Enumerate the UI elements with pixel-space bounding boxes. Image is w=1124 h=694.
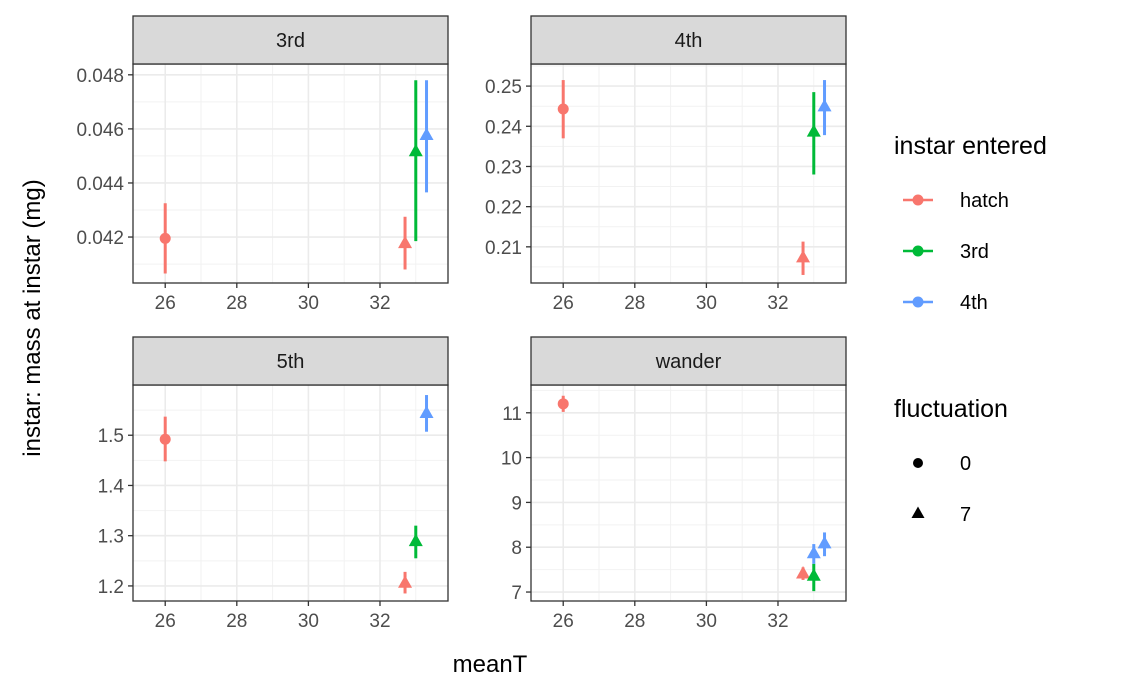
point-hatch-fluct-7: [398, 575, 413, 588]
y-tick-label: 10: [501, 449, 522, 470]
facet-strip: [530, 15, 847, 65]
y-tick-label: 8: [511, 538, 522, 559]
y-tick-label: 0.048: [76, 66, 124, 87]
x-tick-label: 30: [298, 293, 319, 314]
x-tick-label: 26: [155, 293, 176, 314]
facet-strip: [132, 15, 449, 65]
y-tick-label: 1.4: [98, 476, 125, 497]
facet-strip-label: 5th: [277, 351, 305, 373]
y-tick-label: 1.2: [98, 577, 124, 598]
x-tick-label: 28: [226, 293, 247, 314]
point-hatch-fluct-0: [159, 433, 171, 445]
legend-key-point: [912, 296, 924, 308]
facet-panel-wander: wander 7 8 9 10 11 26 28 30 32: [501, 336, 847, 632]
x-tick-label: 32: [767, 293, 788, 314]
y-tick-label: 9: [511, 493, 522, 514]
y-tick-label: 0.24: [485, 117, 522, 138]
point-hatch-fluct-0: [557, 398, 569, 410]
facet-strip-label: 4th: [675, 30, 703, 52]
y-tick-label: 1.5: [98, 426, 124, 447]
panel-background: [531, 64, 846, 283]
point-3rd-fluct-7: [806, 124, 821, 137]
legend-key-triangle: [911, 506, 925, 519]
y-tick-label: 7: [511, 583, 522, 604]
x-tick-label: 28: [624, 293, 645, 314]
y-tick-label: 0.042: [76, 228, 124, 249]
point-hatch-fluct-7: [796, 566, 811, 579]
x-tick-label: 26: [553, 611, 574, 632]
x-tick-label: 26: [155, 611, 176, 632]
point-4th-fluct-7: [419, 405, 434, 418]
facet-panels: 3rd 0.042 0.044 0.046 0.048 26 28 30 32 4th 0.21 0.…: [76, 15, 847, 632]
legend-label: 0: [960, 453, 971, 475]
x-tick-label: 30: [298, 611, 319, 632]
point-4th-fluct-7: [419, 127, 434, 140]
y-tick-label: 0.044: [76, 174, 124, 195]
y-tick-label: 1.3: [98, 527, 124, 548]
point-hatch-fluct-7: [796, 250, 811, 263]
y-tick-label: 0.046: [76, 120, 124, 141]
panel-background: [133, 385, 448, 601]
point-3rd-fluct-7: [408, 533, 423, 547]
legend-key-point: [912, 245, 924, 257]
legends: instar entered hatch 3rd 4th fluctuation 0 7: [894, 132, 1047, 526]
x-tick-label: 32: [369, 293, 390, 314]
legend-key-circle: [913, 458, 923, 468]
facet-panel-5th: 5th 1.2 1.3 1.4 1.5 26 28 30 32: [98, 336, 449, 632]
facet-strip: [530, 336, 847, 386]
legend-label: hatch: [960, 190, 1009, 212]
x-tick-label: 30: [696, 611, 717, 632]
y-tick-label: 0.21: [485, 238, 522, 259]
legend-title: fluctuation: [894, 395, 1008, 423]
x-tick-label: 30: [696, 293, 717, 314]
point-3rd-fluct-7: [806, 568, 821, 581]
legend-label: 7: [960, 504, 971, 526]
facet-strip-label: 3rd: [276, 30, 305, 52]
legend-shape: fluctuation 0 7: [894, 395, 1008, 526]
legend-label: 4th: [960, 292, 988, 314]
facet-panel-4th: 4th 0.21 0.22 0.23 0.24 0.25 26 28 30 32: [485, 15, 847, 314]
facet-strip-label: wander: [655, 351, 722, 373]
legend-key-point: [912, 194, 924, 206]
y-tick-label: 0.25: [485, 77, 522, 98]
point-hatch-fluct-0: [159, 232, 171, 244]
x-tick-label: 32: [767, 611, 788, 632]
point-hatch-fluct-7: [398, 235, 413, 249]
y-axis-title: instar: mass at instar (mg): [19, 179, 46, 456]
panel-background: [531, 385, 846, 601]
facet-strip: [132, 336, 449, 386]
point-4th-fluct-7: [817, 98, 832, 112]
x-tick-label: 28: [226, 611, 247, 632]
panel-background: [133, 64, 448, 283]
x-tick-label: 26: [553, 293, 574, 314]
point-3rd-fluct-7: [408, 143, 423, 157]
point-4th-fluct-7: [817, 536, 832, 549]
x-tick-label: 28: [624, 611, 645, 632]
legend-color: instar entered hatch 3rd 4th: [894, 132, 1047, 314]
legend-label: 3rd: [960, 241, 989, 263]
point-hatch-fluct-0: [557, 103, 569, 115]
x-tick-label: 32: [369, 611, 390, 632]
y-tick-label: 11: [502, 404, 522, 425]
legend-title: instar entered: [894, 132, 1047, 160]
y-tick-label: 0.23: [485, 157, 522, 178]
y-tick-label: 0.22: [485, 198, 522, 219]
x-axis-title: meanT: [453, 651, 528, 678]
point-4th-fluct-7: [806, 545, 821, 559]
facet-panel-3rd: 3rd 0.042 0.044 0.046 0.048 26 28 30 32: [76, 15, 449, 314]
